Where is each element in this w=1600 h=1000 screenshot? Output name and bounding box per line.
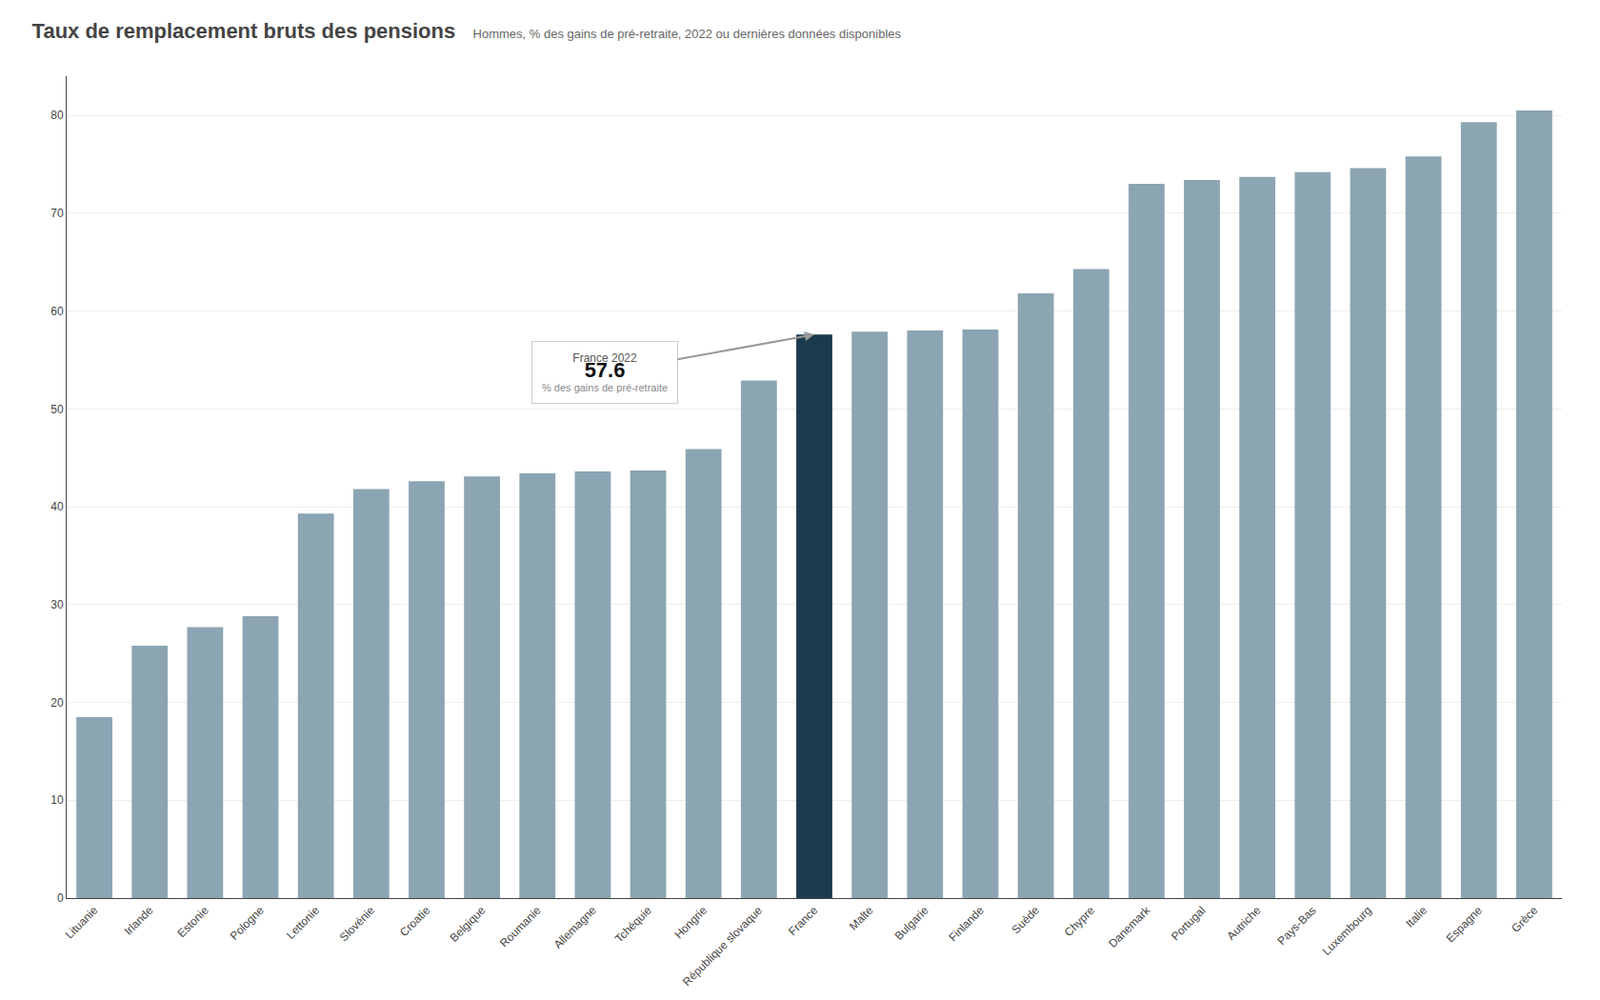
svg-text:Croatie: Croatie (397, 903, 433, 940)
svg-text:Irlande: Irlande (121, 903, 157, 939)
svg-text:Roumanie: Roumanie (497, 903, 544, 951)
svg-text:France 202257.6% des gains de: France 202257.6% des gains de pré-retrai… (541, 351, 668, 394)
svg-text:Italie: Italie (1402, 903, 1430, 931)
svg-text:Malte: Malte (846, 903, 877, 934)
svg-text:Lettonie: Lettonie (283, 903, 322, 942)
svg-text:France: France (785, 903, 821, 940)
svg-text:30: 30 (50, 598, 64, 612)
svg-text:Taux de remplacement bruts des: Taux de remplacement bruts des pensions … (32, 19, 902, 43)
svg-text:Danemark: Danemark (1105, 902, 1154, 951)
svg-text:10: 10 (50, 793, 64, 807)
svg-text:Grèce: Grèce (1508, 903, 1540, 936)
svg-text:20: 20 (50, 696, 64, 710)
svg-text:République slovaque: République slovaque (680, 903, 765, 989)
svg-text:Luxembourg: Luxembourg (1320, 903, 1375, 959)
svg-text:Portugal: Portugal (1168, 903, 1209, 944)
svg-text:Finlande: Finlande (945, 903, 987, 945)
svg-text:60: 60 (50, 304, 64, 319)
svg-text:Slovénie: Slovénie (337, 903, 379, 945)
svg-text:Estonie: Estonie (175, 903, 212, 940)
svg-text:Tchéquie: Tchéquie (612, 903, 655, 946)
svg-text:Autriche: Autriche (1224, 903, 1264, 943)
svg-text:Suède: Suède (1009, 903, 1043, 938)
svg-text:Bulgarie: Bulgarie (892, 903, 932, 943)
svg-text:0: 0 (57, 891, 64, 905)
svg-text:40: 40 (50, 500, 64, 514)
svg-text:Pays-Bas: Pays-Bas (1274, 903, 1319, 948)
svg-text:Allemagne: Allemagne (551, 903, 600, 952)
svg-text:50: 50 (50, 402, 64, 417)
svg-text:Hongrie: Hongrie (671, 903, 710, 942)
svg-text:70: 70 (50, 206, 64, 220)
svg-text:Espagne: Espagne (1443, 903, 1486, 946)
svg-text:80: 80 (50, 108, 64, 122)
svg-text:Lituanie: Lituanie (62, 903, 101, 942)
svg-text:Pologne: Pologne (227, 903, 267, 943)
svg-text:Belgique: Belgique (447, 903, 489, 945)
svg-text:Chypre: Chypre (1061, 903, 1098, 940)
